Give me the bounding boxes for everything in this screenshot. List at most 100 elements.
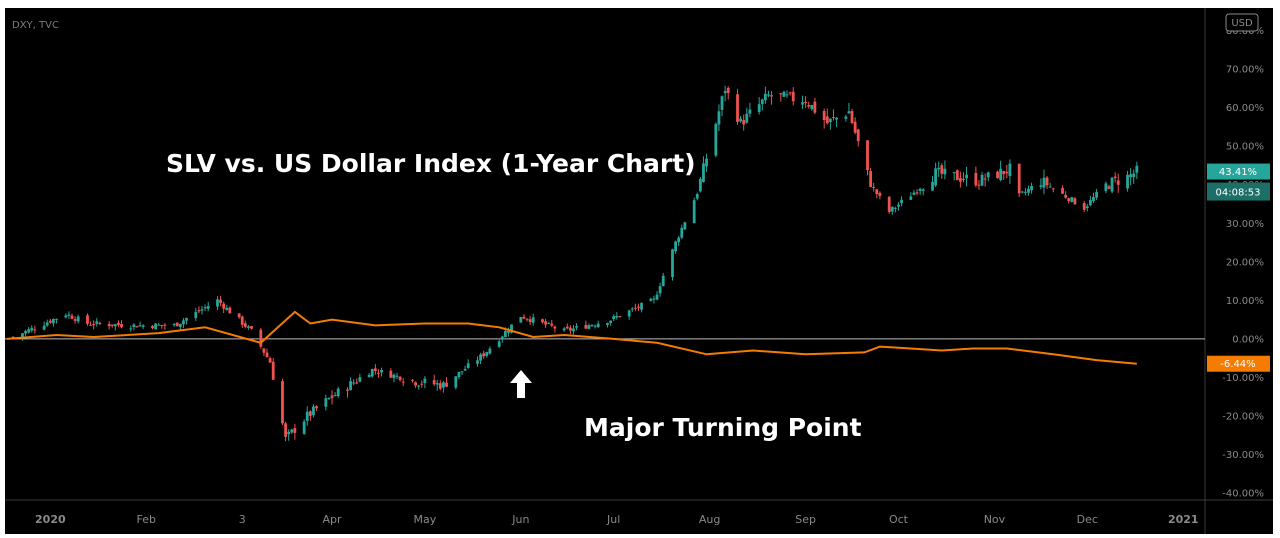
slv-candle [897,202,900,211]
slv-candle [943,160,947,180]
slv-candle [463,365,467,371]
slv-candle [705,153,708,172]
slv-candle [606,322,609,328]
y-tick-label: 0.00% [1232,334,1264,345]
slv-candle [117,320,120,328]
slv-candle [698,177,702,193]
slv-candle [742,114,746,131]
slv-candle [736,89,739,125]
slv-candle [633,303,637,312]
slv-candle [1113,172,1117,183]
slv-candle [395,372,399,380]
slv-candle [856,128,860,147]
slv-candle [500,335,504,343]
countdown-label: 04:08:53 [1216,188,1261,199]
time-scale[interactable] [5,500,1273,534]
slv-candle [157,322,161,326]
slv-candle [438,380,442,391]
slv-candle [380,367,383,377]
slv-candle [497,338,501,348]
slv-candle [726,86,730,100]
slv-candle [674,240,678,254]
slv-candle [720,95,724,117]
slv-candle [333,392,337,397]
slv-candle [593,324,597,329]
slv-candle [683,221,687,231]
currency-button[interactable]: USD [1225,13,1259,32]
slv-candle [714,122,718,158]
plot-area [5,8,1205,500]
slv-candle [887,195,891,214]
slv-candle [250,325,253,330]
x-tick-label: Sep [795,513,816,526]
dxy-line [6,310,1137,365]
slv-candle [965,166,968,187]
slv-candle [519,316,523,323]
slv-candle [572,325,575,335]
x-tick-label: May [414,513,437,526]
slv-candle [550,320,554,328]
slv-candle [268,356,272,363]
price-scale[interactable] [1205,8,1273,500]
symbol-label[interactable]: DXY, TVC [12,20,59,31]
slv-candle [377,369,380,378]
slv-candle [575,323,578,331]
slv-candle [113,323,117,331]
slv-candle [510,324,513,334]
slv-candle [420,380,424,388]
slv-candle [281,378,284,425]
x-tick-label: 2021 [1168,513,1199,526]
slv-candle [485,351,489,358]
slv-candle [175,322,179,327]
slv-candle [178,323,182,330]
y-tick-label: 50.00% [1226,142,1264,153]
slv-candle [200,305,204,315]
slv-candle [977,180,981,190]
slv-candle [138,321,142,327]
slv-candle [525,318,529,322]
slv-candle [596,320,600,328]
slv-candle [912,189,916,196]
x-tick-label: Feb [137,513,156,526]
slv-candle [163,323,167,330]
slv-candle [1082,200,1086,212]
slv-candle [476,356,479,367]
slv-candle [349,377,352,391]
slv-candle [1095,188,1098,201]
slv-candle [853,117,857,135]
slv-candle [900,196,903,207]
slv-candle [120,320,123,329]
slv-candle [541,318,544,324]
slv-candle [358,373,362,383]
slv-candle [445,377,448,388]
slv-candle [203,304,207,312]
slv-candle [401,378,405,387]
slv-candle [745,107,749,124]
slv-candle [568,325,572,335]
slv-candle [92,320,96,330]
slv-candle [182,318,185,329]
slv-candle [262,348,266,356]
slv-candle [352,379,356,386]
slv-candle [587,323,591,330]
slv-candle [609,320,613,326]
slv-candle [760,98,764,111]
slv-candle [30,325,34,333]
slv-candle [389,368,393,378]
slv-candle [584,320,588,330]
slv-candle [417,384,421,390]
slv-candle [1042,169,1046,195]
slv-candle [293,424,297,440]
slv-candle [934,162,938,188]
slv-candle [825,108,829,125]
slv-candle [627,309,631,320]
slv-candle [1070,196,1074,203]
slv-candle [392,373,396,383]
slv-candle [962,172,965,183]
slv-candle [996,170,999,179]
slv-candle [259,327,263,349]
slv-candle [618,315,622,318]
slv-candle [1027,185,1030,196]
slv-candle [999,160,1003,182]
